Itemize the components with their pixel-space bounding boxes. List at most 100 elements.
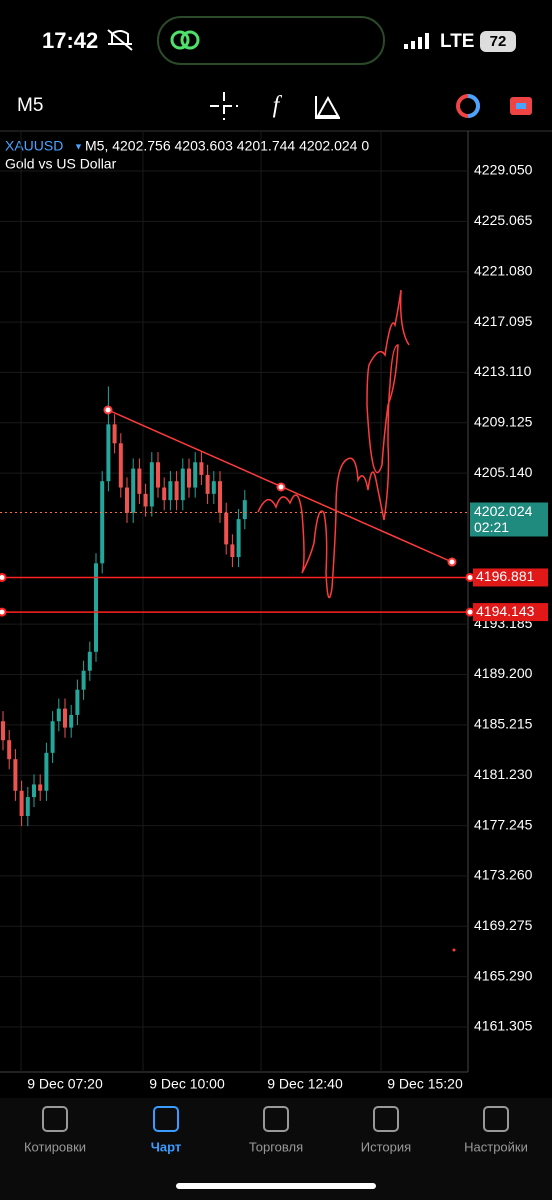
- candle-body: [131, 468, 136, 513]
- candle-body: [211, 481, 216, 494]
- y-tick-label: 4181.230: [474, 766, 533, 782]
- level-anchor: [0, 572, 7, 582]
- candles: [1, 386, 247, 827]
- nav-icon[interactable]: [263, 1106, 289, 1132]
- app-icon: [180, 30, 200, 50]
- candle-body: [156, 462, 160, 488]
- signal-icon: [404, 33, 429, 49]
- candle-body: [7, 740, 12, 760]
- x-tick-label: 9 Dec 10:00: [149, 1076, 225, 1092]
- candle-body: [230, 544, 235, 558]
- candle-body: [193, 462, 198, 488]
- y-tick-label: 4209.125: [474, 413, 533, 429]
- crosshair-icon[interactable]: [210, 92, 238, 120]
- candle-body: [19, 790, 24, 817]
- candle-body: [174, 481, 179, 501]
- nav-label[interactable]: История: [361, 1139, 411, 1154]
- trade-icon-part: [467, 94, 480, 118]
- candle-body: [242, 500, 247, 520]
- y-tick-label: 4189.200: [474, 665, 533, 681]
- candle-body: [187, 468, 191, 488]
- candle-body: [143, 493, 148, 507]
- objects-icon[interactable]: [315, 95, 340, 119]
- drawing-dot: [452, 948, 456, 952]
- candle-body: [13, 759, 18, 791]
- y-tick-label: 4161.305: [474, 1018, 533, 1034]
- candle-body: [168, 481, 173, 501]
- mute-icon: [107, 29, 133, 51]
- candle-body: [137, 468, 142, 494]
- y-tick-label: 4225.065: [474, 212, 533, 228]
- candle-body: [125, 487, 129, 513]
- nav-label[interactable]: Торговля: [249, 1139, 303, 1154]
- level-anchor: [465, 572, 475, 582]
- symbol-description: Gold vs US Dollar: [5, 156, 117, 172]
- candle-body: [118, 443, 123, 488]
- nav-label[interactable]: Котировки: [24, 1139, 86, 1154]
- y-tick-label: 4217.095: [474, 313, 533, 329]
- y-tick-label: 4185.215: [474, 716, 533, 732]
- candle-body: [218, 481, 222, 513]
- candle-body: [112, 424, 117, 444]
- symbol[interactable]: XAUUSD: [5, 138, 63, 154]
- candle-body: [236, 519, 241, 558]
- candle-body: [56, 708, 61, 722]
- candle-body: [87, 651, 92, 671]
- level-label: 4194.143: [476, 603, 535, 619]
- level-box: [473, 568, 548, 587]
- indicator-icon[interactable]: f: [273, 93, 283, 119]
- x-tick-label: 9 Dec 12:40: [267, 1076, 343, 1092]
- layout-icon-part: [516, 103, 526, 109]
- level-box: [473, 603, 548, 622]
- candle-body: [50, 721, 55, 753]
- battery-level: 72: [490, 33, 507, 50]
- trend-anchors: [103, 405, 457, 567]
- battery: [480, 31, 516, 52]
- nav-icon[interactable]: [483, 1106, 509, 1132]
- home-indicator: [176, 1183, 376, 1189]
- current-price-label: 4202.024: [474, 503, 533, 519]
- ohlc-info: M5, 4202.756 4203.603 4201.744 4202.024 …: [85, 138, 369, 154]
- x-tick-label: 9 Dec 15:20: [387, 1076, 463, 1092]
- candle-body: [25, 797, 30, 817]
- candle-body: [94, 563, 98, 652]
- nav-label[interactable]: Настройки: [464, 1139, 528, 1154]
- candle-body: [205, 474, 210, 494]
- y-tick-label: 4205.140: [474, 464, 533, 480]
- timeframe[interactable]: M5: [17, 95, 43, 116]
- dynamic-island[interactable]: [157, 16, 385, 65]
- candle-body: [32, 784, 36, 798]
- app-icon: [170, 30, 190, 50]
- countdown: 02:21: [474, 519, 509, 535]
- y-tick-label: 4165.290: [474, 967, 533, 983]
- candle-body: [44, 752, 49, 791]
- candle-body: [75, 689, 80, 715]
- candle-body: [81, 670, 86, 690]
- current-price-box: [470, 502, 548, 537]
- y-tick-label: 4213.110: [474, 363, 532, 379]
- level-anchor: [0, 607, 7, 617]
- candle-body: [180, 468, 185, 501]
- level-anchor: [465, 607, 475, 617]
- nav-label[interactable]: Чарт: [151, 1139, 182, 1154]
- x-tick-label: 9 Dec 07:20: [27, 1076, 103, 1092]
- level-label: 4196.881: [476, 568, 535, 584]
- y-tick-label: 4169.275: [474, 917, 533, 933]
- candle-body: [224, 512, 229, 545]
- candle-body: [162, 487, 167, 501]
- network: LTE: [440, 31, 474, 52]
- symbol-dropdown[interactable]: ▼: [74, 141, 83, 151]
- nav-icon[interactable]: [373, 1106, 399, 1132]
- nav-icon[interactable]: [153, 1106, 179, 1132]
- candle-body: [69, 714, 74, 728]
- freehand-drawing[interactable]: [257, 289, 410, 599]
- nav-icon[interactable]: [42, 1106, 68, 1132]
- y-tick-label: 4173.260: [474, 867, 533, 883]
- nav-items: Котировки Чарт Торговля История Настройки: [24, 1106, 528, 1154]
- y-tick-label: 4221.080: [474, 262, 533, 278]
- candle-body: [106, 424, 111, 482]
